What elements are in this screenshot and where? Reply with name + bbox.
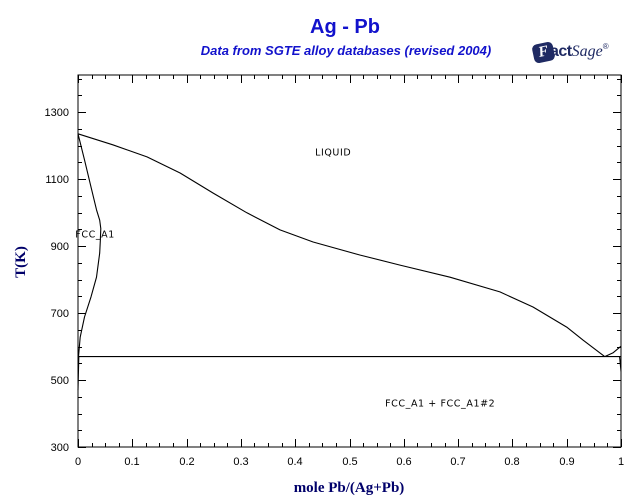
curve-solidus-solvus-ag <box>77 133 102 357</box>
curve-liquidus-pb-rich <box>604 345 622 358</box>
region-label-liquid: LIQUID <box>315 147 351 158</box>
x-tick-label: 0.3 <box>233 456 248 468</box>
x-tick-label: 0.5 <box>342 456 357 468</box>
x-tick-label: 0.4 <box>287 456 302 468</box>
y-tick-label: 1100 <box>45 174 69 186</box>
x-tick-label: 0.6 <box>396 456 411 468</box>
y-tick-label: 1300 <box>45 107 69 119</box>
x-tick-label: 0.7 <box>450 456 465 468</box>
curve-solvus-ag-below-eutectic <box>77 356 80 391</box>
plot-frame <box>77 74 622 448</box>
x-tick-label: 1 <box>618 456 624 468</box>
y-tick-label: 300 <box>51 442 69 454</box>
curve-liquidus-ag-rich <box>77 133 606 358</box>
y-tick-label: 900 <box>51 241 69 253</box>
y-tick-label: 500 <box>51 375 69 387</box>
chart-title: Ag - Pb <box>310 16 380 38</box>
phase-region-labels: LIQUID FCC_A1 FCC_A1 + FCC_A1#2 <box>75 147 495 410</box>
x-tick-label: 0.1 <box>124 456 139 468</box>
logo-fact-text: act <box>550 43 572 60</box>
x-tick-label: 0.9 <box>559 456 574 468</box>
x-tick-label: 0 <box>75 456 81 468</box>
curve-solvus-pb-below-eutectic <box>619 356 622 372</box>
region-label-fcc-a1-fcc-a1-2: FCC_A1 + FCC_A1#2 <box>385 399 495 410</box>
logo-sage-text: Sage <box>571 43 603 60</box>
x-tick-label: 0.2 <box>179 456 194 468</box>
registered-mark: ® <box>602 41 609 51</box>
chart-subtitle: Data from SGTE alloy databases (revised … <box>200 43 492 58</box>
x-axis-title: mole Pb/(Ag+Pb) <box>294 480 405 496</box>
axis-tick-labels: 0 0.1 0.2 0.3 0.4 0.5 0.6 0.7 0.8 0.9 130050070090… <box>45 107 625 468</box>
axis-ticks <box>77 75 623 449</box>
y-tick-label: 700 <box>51 308 69 320</box>
y-axis-title: T(K) <box>13 246 29 278</box>
phase-boundary-curves <box>77 133 622 391</box>
region-label-fcc-a1: FCC_A1 <box>75 229 115 240</box>
x-tick-label: 0.8 <box>504 456 519 468</box>
